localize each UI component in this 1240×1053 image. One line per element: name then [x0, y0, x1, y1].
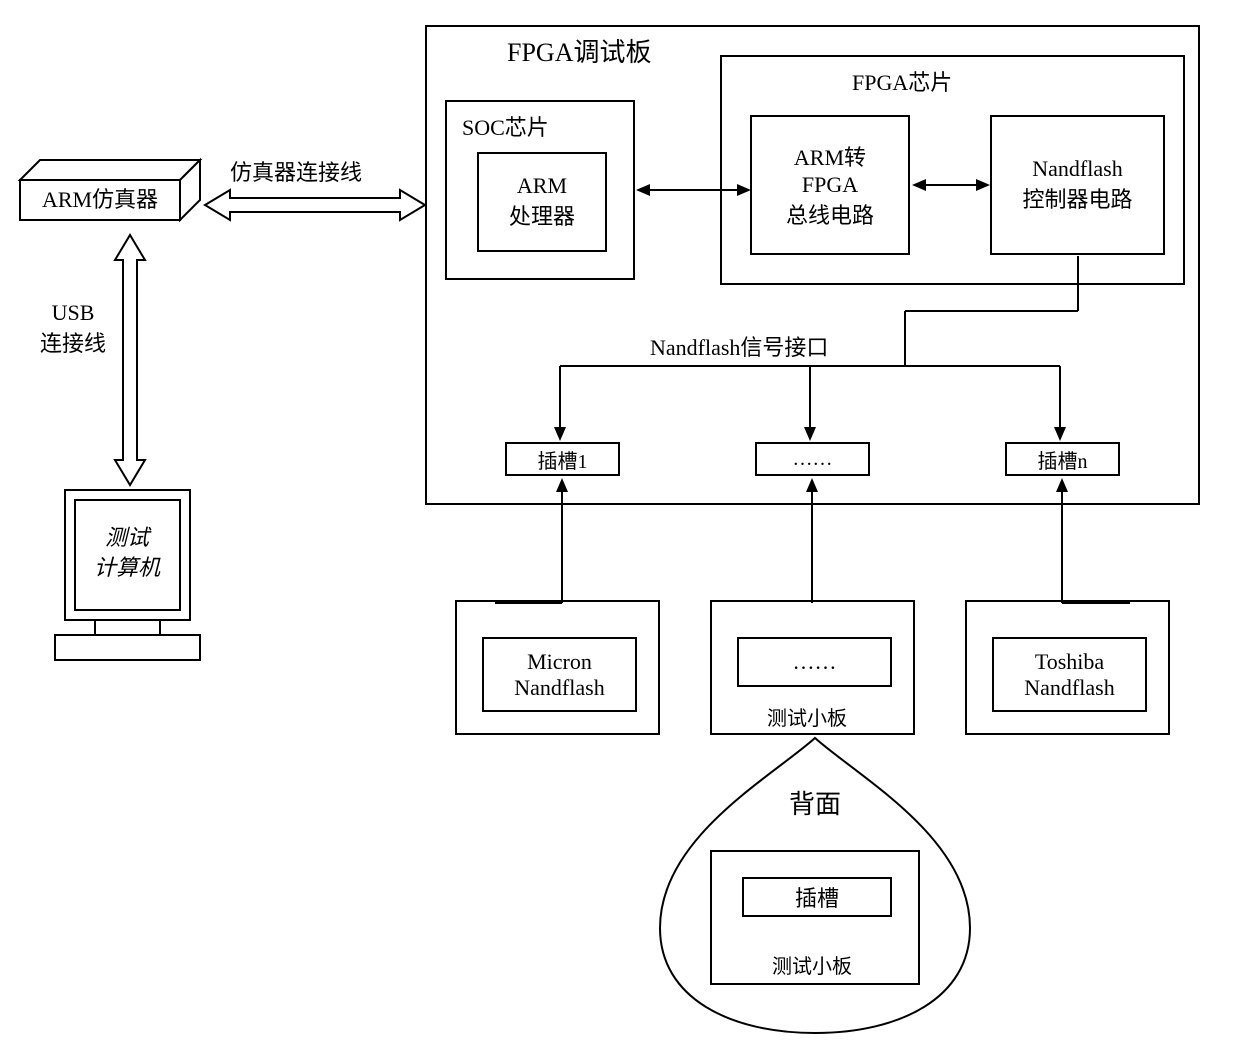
- emulator-cable-label: 仿真器连接线: [230, 155, 362, 187]
- soc-chip-container: SOC芯片 ARM 处理器: [445, 100, 635, 280]
- fpga-chip-title: FPGA芯片: [852, 65, 952, 97]
- back-slot-box: 插槽: [742, 877, 892, 917]
- toshiba-board-container: Toshiba Nandflash: [965, 600, 1170, 735]
- test-board-arrows: [455, 478, 1175, 608]
- test-small-board-label-mid: 测试小板: [767, 702, 847, 731]
- arrow-soc-fpga: [636, 180, 751, 200]
- test-small-board-label-back: 测试小板: [772, 950, 852, 979]
- test-computer-label-2: 计算机: [94, 555, 161, 580]
- arrow-emulator-soc: [205, 185, 425, 225]
- arrow-emulator-computer: [110, 235, 150, 485]
- signal-routing: [530, 256, 1090, 446]
- micron-nandflash-box: Micron Nandflash: [482, 637, 637, 712]
- arrow-bus-controller: [912, 175, 990, 195]
- micron-board-container: Micron Nandflash: [455, 600, 660, 735]
- test-computer-label-1: 测试: [105, 525, 152, 550]
- test-computer-box: 测试 计算机: [55, 490, 205, 665]
- middle-dots-box: ……: [737, 637, 892, 687]
- arm-emulator-label: ARM仿真器: [42, 187, 158, 212]
- toshiba-nandflash-box: Toshiba Nandflash: [992, 637, 1147, 712]
- nandflash-controller-box: Nandflash 控制器电路: [990, 115, 1165, 255]
- back-board-container: 插槽 测试小板: [710, 850, 920, 985]
- slot-dots-box: ……: [755, 442, 870, 476]
- arm-fpga-bus-box: ARM转 FPGA 总线电路: [750, 115, 910, 255]
- slot1-box: 插槽1: [505, 442, 620, 476]
- middle-board-container: …… 测试小板: [710, 600, 915, 735]
- back-side-label: 背面: [789, 790, 841, 819]
- slotn-box: 插槽n: [1005, 442, 1120, 476]
- usb-cable-label: USB 连接线: [40, 300, 106, 358]
- soc-chip-title: SOC芯片: [462, 110, 549, 142]
- arm-emulator-box: ARM仿真器: [20, 160, 200, 230]
- fpga-board-title: FPGA调试板: [507, 32, 651, 69]
- arm-processor-box: ARM 处理器: [477, 152, 607, 252]
